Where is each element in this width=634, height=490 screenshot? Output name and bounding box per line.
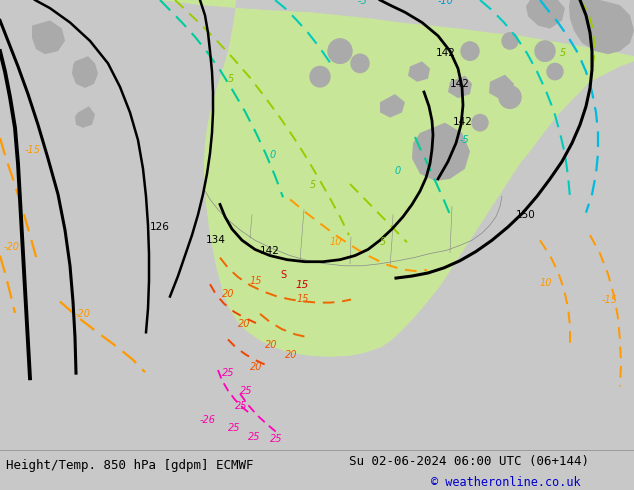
- Text: Height/Temp. 850 hPa [gdpm] ECMWF: Height/Temp. 850 hPa [gdpm] ECMWF: [6, 460, 254, 472]
- Text: 142: 142: [260, 245, 280, 255]
- Polygon shape: [569, 0, 634, 54]
- Circle shape: [499, 86, 521, 108]
- Text: 20: 20: [285, 350, 297, 360]
- Polygon shape: [408, 61, 430, 82]
- Text: 25: 25: [270, 434, 283, 443]
- Circle shape: [535, 41, 555, 61]
- Text: 5: 5: [560, 48, 566, 58]
- Text: -20: -20: [75, 309, 91, 319]
- Text: 134: 134: [206, 235, 226, 245]
- Text: 25: 25: [248, 432, 261, 441]
- Polygon shape: [160, 0, 634, 357]
- Circle shape: [502, 33, 518, 49]
- Text: -5: -5: [358, 0, 368, 6]
- Circle shape: [351, 54, 369, 73]
- Circle shape: [328, 39, 352, 63]
- Text: 25: 25: [228, 423, 240, 434]
- Text: © weatheronline.co.uk: © weatheronline.co.uk: [431, 476, 581, 490]
- Text: 5: 5: [228, 74, 234, 84]
- Circle shape: [547, 63, 563, 80]
- Polygon shape: [32, 21, 65, 54]
- Text: 15: 15: [296, 280, 309, 290]
- Text: -5: -5: [460, 135, 470, 145]
- Text: 142: 142: [450, 79, 470, 89]
- Polygon shape: [412, 122, 470, 181]
- Text: 25: 25: [222, 368, 235, 378]
- Polygon shape: [72, 56, 98, 88]
- Polygon shape: [380, 94, 405, 118]
- Text: 0: 0: [395, 166, 401, 176]
- Text: S: S: [280, 270, 286, 280]
- Polygon shape: [489, 74, 514, 99]
- Text: 15: 15: [250, 276, 262, 286]
- Text: 25: 25: [235, 401, 247, 411]
- Text: 126: 126: [150, 222, 170, 232]
- Text: 10: 10: [330, 237, 342, 247]
- Text: 20: 20: [265, 340, 278, 349]
- Text: -10: -10: [438, 0, 454, 6]
- Text: 15: 15: [297, 294, 309, 304]
- Text: 10: 10: [540, 278, 552, 288]
- Text: 20: 20: [238, 319, 250, 329]
- Circle shape: [461, 42, 479, 60]
- Text: 142: 142: [453, 117, 473, 127]
- Text: 25: 25: [240, 386, 252, 395]
- Text: 20: 20: [250, 362, 262, 372]
- Text: -20: -20: [4, 243, 20, 252]
- Polygon shape: [448, 75, 472, 98]
- Text: -15: -15: [25, 146, 41, 155]
- Text: -15: -15: [602, 294, 618, 305]
- Text: 0: 0: [270, 150, 276, 160]
- Text: 150: 150: [516, 210, 536, 220]
- Text: -26: -26: [200, 415, 216, 425]
- Text: 142: 142: [436, 48, 456, 58]
- Text: Su 02-06-2024 06:00 UTC (06+144): Su 02-06-2024 06:00 UTC (06+144): [349, 455, 589, 467]
- Text: 5: 5: [310, 180, 316, 190]
- Circle shape: [472, 115, 488, 131]
- Text: 5: 5: [380, 237, 386, 247]
- Polygon shape: [526, 0, 565, 28]
- Circle shape: [310, 67, 330, 87]
- Polygon shape: [75, 106, 95, 128]
- Text: 20: 20: [222, 290, 235, 299]
